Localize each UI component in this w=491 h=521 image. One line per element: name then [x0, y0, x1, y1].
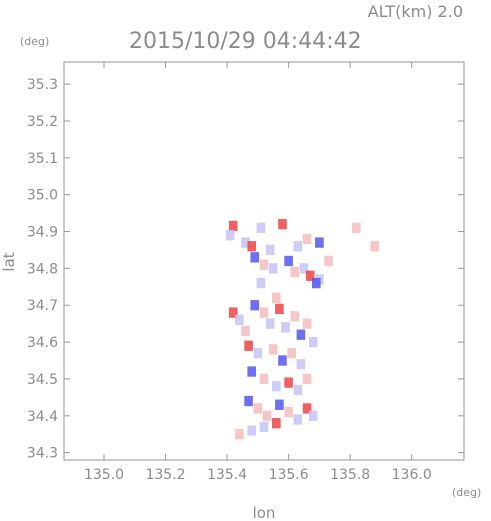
negative-cell [281, 322, 290, 333]
negative-cell [293, 241, 303, 252]
x-axis-label: lon [253, 504, 276, 521]
positive-cell [324, 255, 333, 267]
x-tick-label: 135.4 [207, 467, 247, 483]
negative-cell [296, 359, 306, 370]
y-axis-label: lat [0, 252, 18, 271]
positive-cell [302, 233, 312, 245]
x-unit-label: (deg) [452, 486, 481, 499]
negative-cell [308, 410, 318, 421]
positive-cell [259, 373, 269, 385]
negative-cell [259, 421, 269, 432]
x-tick-label: 135.0 [84, 467, 124, 483]
negative-cell [278, 355, 287, 366]
y-tick-label: 34.9 [27, 225, 58, 241]
positive-cell [370, 241, 380, 252]
negative-cell [235, 314, 244, 326]
negative-cell [293, 414, 303, 425]
positive-cell [241, 325, 250, 337]
positive-cell [302, 373, 312, 385]
plot-frame [63, 61, 465, 461]
negative-cell [225, 230, 235, 241]
negative-cell [265, 318, 275, 329]
negative-cell [256, 222, 266, 233]
negative-cell [247, 425, 256, 436]
positive-cell [253, 403, 263, 414]
positive-cell [302, 318, 312, 329]
altitude-label: ALT(km) 2.0 [368, 2, 463, 21]
y-tick-label: 34.4 [27, 409, 58, 425]
x-tick-label: 135.8 [330, 467, 370, 483]
positive-cell [259, 307, 269, 318]
positive-cell [247, 241, 256, 252]
y-tick-label: 34.5 [27, 372, 58, 388]
positive-cell [228, 307, 238, 318]
negative-cell [293, 384, 303, 396]
negative-cell [312, 277, 321, 289]
positive-cell [302, 403, 312, 414]
positive-cell [275, 303, 284, 315]
positive-cell [278, 218, 287, 230]
positive-cell [228, 220, 238, 232]
positive-cell [235, 429, 244, 440]
negative-cell [268, 263, 278, 274]
timestamp-title: 2015/10/29 04:44:42 [129, 29, 362, 54]
x-tick-label: 136.0 [392, 467, 432, 483]
positive-cell [352, 222, 361, 233]
y-tick-label: 34.7 [27, 298, 58, 314]
positive-cell [305, 270, 315, 281]
negative-cell [299, 263, 309, 274]
negative-cell [272, 381, 281, 392]
negative-cell [250, 300, 260, 311]
positive-cell [284, 377, 293, 388]
positive-cell [272, 417, 281, 429]
negative-cell [241, 237, 250, 248]
y-tick-label: 35.1 [27, 151, 58, 167]
negative-cell [308, 336, 318, 348]
negative-cell [275, 399, 284, 410]
x-tick-label: 135.6 [269, 467, 309, 483]
negative-cell [256, 277, 266, 289]
positive-cell [244, 340, 253, 351]
negative-cell [284, 255, 293, 267]
y-tick-label: 34.3 [27, 446, 58, 462]
y-unit-label: (deg) [20, 35, 49, 48]
negative-cell [247, 366, 256, 377]
negative-cell [296, 329, 306, 340]
positive-cell [284, 406, 293, 418]
negative-cell [265, 244, 275, 256]
x-tick-label: 135.2 [145, 467, 185, 483]
negative-cell [253, 347, 263, 359]
negative-cell [244, 395, 253, 407]
positive-cell [268, 344, 278, 355]
y-tick-label: 35.2 [27, 114, 58, 130]
y-tick-label: 34.8 [27, 261, 58, 277]
positive-cell [287, 347, 296, 359]
axis-ticks: 135.0 135.2 135.4 135.6 135.8 136.0 34.3 34.4 34… [27, 62, 464, 483]
negative-cell [250, 252, 260, 263]
heatmap-cells [225, 218, 380, 440]
y-tick-label: 35.3 [27, 77, 58, 93]
positive-cell [262, 410, 272, 421]
positive-cell [290, 266, 300, 278]
y-tick-label: 35.0 [27, 188, 58, 204]
positive-cell [290, 311, 300, 322]
positive-cell [272, 292, 281, 304]
negative-cell [315, 237, 324, 248]
y-tick-label: 34.6 [27, 335, 58, 351]
positive-cell [259, 259, 269, 270]
